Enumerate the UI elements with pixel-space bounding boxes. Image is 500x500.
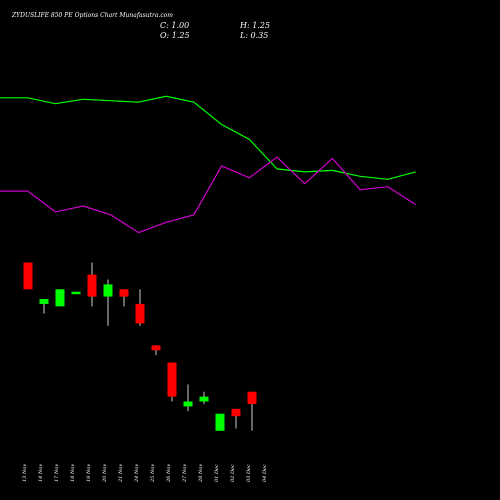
close-readout: C: 1.00 (160, 21, 189, 30)
x-tick-label: 28 Nov (198, 464, 204, 483)
x-axis-ticks: 13 Nov 14 Nov 17 Nov 18 Nov 19 Nov 20 Nov 21 N… (22, 464, 268, 483)
x-tick-label: 13 Nov (22, 464, 28, 482)
open-readout: O: 1.25 (160, 31, 190, 40)
x-tick-label: 20 Nov (102, 464, 108, 483)
candle (71, 291, 81, 295)
candle (167, 362, 177, 402)
candle-body (199, 396, 209, 402)
indicator-lines (0, 95, 416, 234)
x-tick-label: 17 Nov (54, 464, 60, 482)
candle-body (215, 413, 225, 431)
candle-body (167, 362, 177, 397)
candle-body (71, 291, 81, 295)
indicator-line-1 (0, 156, 416, 234)
candle (135, 289, 145, 326)
candle (215, 413, 225, 431)
x-tick-label: 19 Nov (86, 464, 92, 482)
low-readout: L: 0.35 (239, 31, 268, 40)
candles (23, 262, 257, 431)
candle-body (87, 274, 97, 297)
x-tick-label: 21 Nov (118, 464, 124, 483)
candle-body (231, 408, 241, 417)
x-tick-label: 01 Dec (214, 464, 220, 482)
candle-body (247, 391, 257, 404)
candle (199, 391, 209, 404)
x-tick-label: 18 Nov (70, 464, 76, 482)
x-tick-label: 04 Dec (262, 464, 268, 482)
candle-body (151, 345, 161, 351)
x-tick-label: 03 Dec (246, 464, 252, 482)
candle (119, 289, 129, 307)
x-tick-label: 26 Nov (166, 464, 172, 483)
candle (87, 262, 97, 307)
candle (183, 384, 193, 412)
x-tick-label: 25 Nov (150, 464, 156, 483)
candle (151, 345, 161, 356)
candle (39, 299, 49, 314)
x-tick-label: 27 Nov (182, 464, 188, 483)
candle (23, 262, 33, 290)
candle-body (55, 289, 65, 307)
x-tick-label: 14 Nov (38, 464, 44, 482)
candle-body (135, 303, 145, 324)
chart-title: ZYDUSLIFE 850 PE Options Chart Munafasut… (11, 12, 173, 19)
candle-body (119, 289, 129, 297)
candle-body (39, 299, 49, 304)
candle-body (183, 401, 193, 407)
x-tick-label: 02 Dec (230, 464, 236, 482)
candle-body (23, 262, 33, 290)
candle (231, 408, 241, 429)
x-tick-label: 24 Nov (134, 464, 140, 483)
candle (103, 279, 113, 326)
candle (55, 289, 65, 307)
high-readout: H: 1.25 (239, 21, 270, 30)
candle (247, 391, 257, 431)
candle-body (103, 284, 113, 297)
